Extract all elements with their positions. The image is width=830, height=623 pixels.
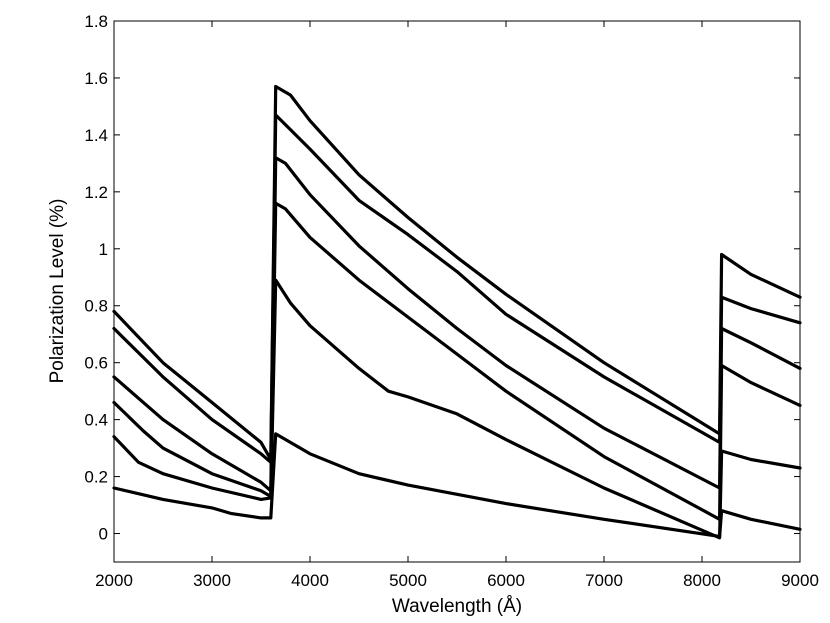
series-line-1 bbox=[112, 432, 802, 538]
x-tick-label: 2000 bbox=[95, 571, 133, 590]
y-tick-label: 1.2 bbox=[84, 183, 108, 202]
y-tick-label: 0 bbox=[99, 525, 108, 544]
x-axis-title: Wavelength (Å) bbox=[392, 596, 522, 617]
plot-frame bbox=[113, 20, 801, 563]
y-tick-label: 1.4 bbox=[84, 126, 108, 145]
y-tick-label: 0.8 bbox=[84, 297, 108, 316]
x-axis: 2000 3000 4000 5000 6000 7000 8000 9000 bbox=[95, 21, 819, 590]
x-tick-label: 8000 bbox=[683, 571, 721, 590]
y-tick-label: 0.4 bbox=[84, 411, 108, 430]
series-line-6 bbox=[112, 84, 802, 462]
y-axis: 0 0.2 0.4 0.6 0.8 1 1.2 1.4 1.6 1.8 bbox=[84, 12, 800, 544]
series-line-5 bbox=[112, 113, 802, 464]
x-tick-label: 6000 bbox=[487, 571, 525, 590]
y-axis-title: Polarization Level (%) bbox=[47, 199, 68, 384]
x-tick-label: 7000 bbox=[585, 571, 623, 590]
series-line-2 bbox=[112, 278, 802, 540]
series-lines bbox=[112, 84, 802, 540]
series-line-4 bbox=[112, 156, 802, 493]
x-tick-label: 9000 bbox=[781, 571, 819, 590]
y-tick-label: 0.6 bbox=[84, 354, 108, 373]
y-tick-label: 0.2 bbox=[84, 468, 108, 487]
x-tick-label: 4000 bbox=[291, 571, 329, 590]
y-tick-label: 1.6 bbox=[84, 69, 108, 88]
x-tick-label: 3000 bbox=[193, 571, 231, 590]
x-tick-label: 5000 bbox=[389, 571, 427, 590]
y-tick-label: 1.8 bbox=[84, 12, 108, 31]
y-tick-label: 1 bbox=[99, 240, 108, 259]
series-line-3 bbox=[112, 201, 802, 521]
